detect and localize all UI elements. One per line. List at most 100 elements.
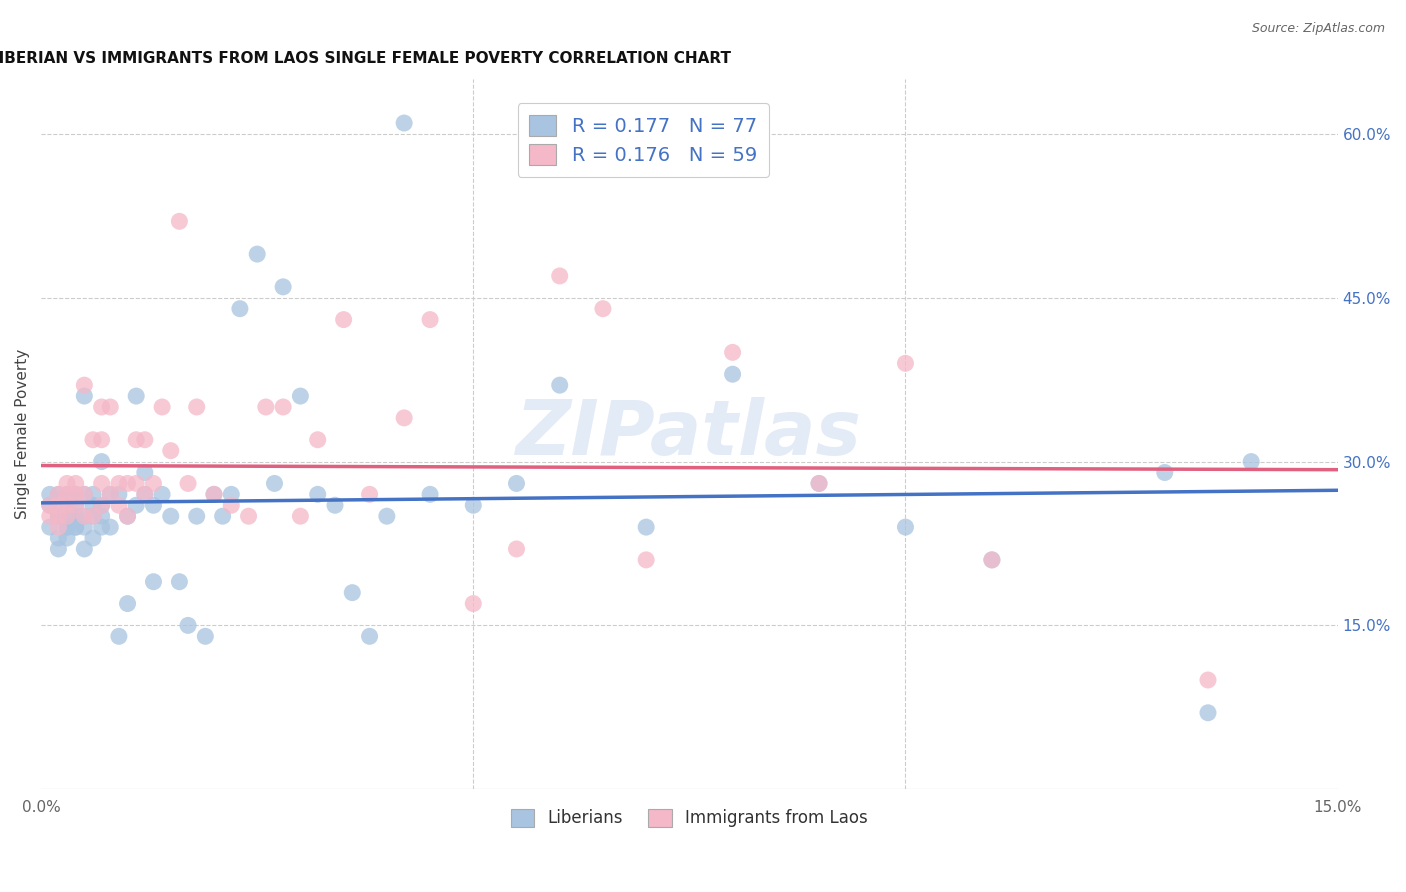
Point [65, 487, 87, 501]
Point [38, 487, 60, 501]
Point [65, 498, 87, 512]
Point [98, 520, 121, 534]
Point [177, 618, 200, 632]
Point [359, 487, 381, 501]
Legend: Liberians, Immigrants from Laos: Liberians, Immigrants from Laos [505, 802, 875, 834]
Point [108, 476, 131, 491]
Point [263, 476, 285, 491]
Point [194, 629, 217, 643]
Point [169, 214, 191, 228]
Point [56, 498, 79, 512]
Point [90, 400, 112, 414]
Point [238, 509, 260, 524]
Point [56, 509, 79, 524]
Point [721, 368, 744, 382]
Point [98, 487, 121, 501]
Text: Source: ZipAtlas.com: Source: ZipAtlas.com [1251, 22, 1385, 36]
Point [392, 410, 415, 425]
Point [125, 476, 148, 491]
Point [125, 498, 148, 512]
Point [169, 574, 191, 589]
Point [65, 520, 87, 534]
Point [48, 498, 70, 512]
Point [177, 476, 200, 491]
Point [392, 116, 415, 130]
Point [505, 541, 527, 556]
Point [271, 400, 294, 414]
Point [117, 597, 139, 611]
Point [108, 629, 131, 643]
Point [1240, 454, 1263, 468]
Point [548, 378, 571, 392]
Point [56, 487, 79, 501]
Point [142, 476, 165, 491]
Point [894, 356, 917, 370]
Point [505, 476, 527, 491]
Point [65, 476, 87, 491]
Point [134, 433, 156, 447]
Point [48, 509, 70, 524]
Point [271, 280, 294, 294]
Point [65, 498, 87, 512]
Point [117, 476, 139, 491]
Point [721, 345, 744, 359]
Point [134, 466, 156, 480]
Point [56, 498, 79, 512]
Point [159, 443, 181, 458]
Point [186, 509, 208, 524]
Point [246, 247, 269, 261]
Point [90, 433, 112, 447]
Point [73, 487, 96, 501]
Point [82, 433, 104, 447]
Point [38, 520, 60, 534]
Point [134, 487, 156, 501]
Point [82, 509, 104, 524]
Point [48, 509, 70, 524]
Point [307, 487, 329, 501]
Point [375, 509, 398, 524]
Point [56, 487, 79, 501]
Point [134, 487, 156, 501]
Point [808, 476, 831, 491]
Point [980, 553, 1002, 567]
Point [419, 487, 441, 501]
Point [548, 268, 571, 283]
Point [38, 498, 60, 512]
Point [48, 520, 70, 534]
Point [73, 520, 96, 534]
Point [56, 476, 79, 491]
Point [150, 487, 173, 501]
Y-axis label: Single Female Poverty: Single Female Poverty [15, 349, 30, 519]
Point [211, 509, 233, 524]
Point [65, 520, 87, 534]
Point [159, 509, 181, 524]
Point [82, 487, 104, 501]
Point [98, 400, 121, 414]
Point [125, 389, 148, 403]
Point [48, 531, 70, 545]
Point [108, 487, 131, 501]
Point [186, 400, 208, 414]
Point [48, 487, 70, 501]
Text: ZIPatlas: ZIPatlas [516, 397, 862, 471]
Point [73, 378, 96, 392]
Point [48, 509, 70, 524]
Point [894, 520, 917, 534]
Point [254, 400, 277, 414]
Point [202, 487, 225, 501]
Point [65, 487, 87, 501]
Point [808, 476, 831, 491]
Point [38, 509, 60, 524]
Point [90, 509, 112, 524]
Point [202, 487, 225, 501]
Point [359, 629, 381, 643]
Point [150, 400, 173, 414]
Point [56, 520, 79, 534]
Point [56, 520, 79, 534]
Point [1197, 673, 1219, 687]
Point [142, 498, 165, 512]
Point [117, 509, 139, 524]
Point [98, 487, 121, 501]
Point [463, 597, 485, 611]
Point [323, 498, 346, 512]
